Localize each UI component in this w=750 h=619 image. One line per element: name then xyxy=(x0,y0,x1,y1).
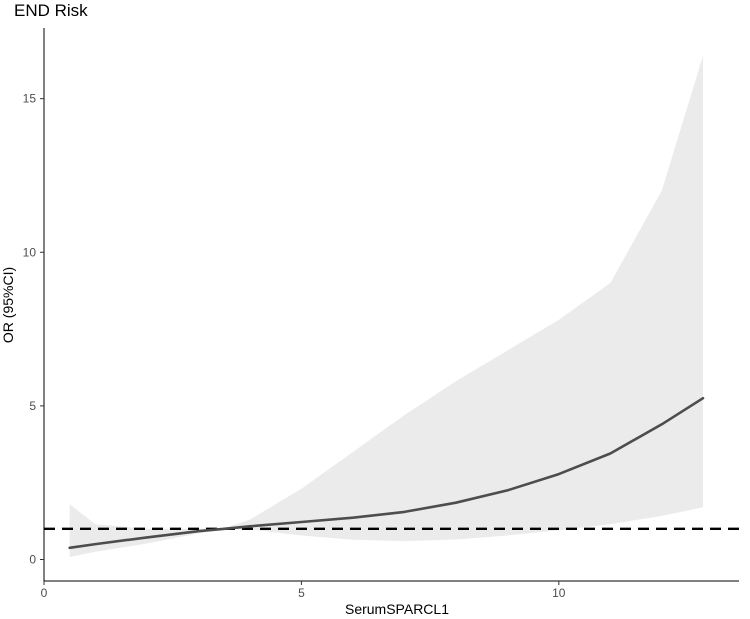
y-axis-label: OR (95%CI) xyxy=(0,267,16,343)
confidence-band xyxy=(69,55,703,557)
x-tick-label: 5 xyxy=(298,586,305,600)
x-tick-label: 0 xyxy=(41,586,48,600)
axes xyxy=(43,28,739,582)
confidence-band-layer xyxy=(69,55,703,557)
ticks: 0 5 10 0 5 10 15 xyxy=(23,92,566,600)
y-tick-label: 5 xyxy=(29,399,36,413)
series-layer xyxy=(68,396,705,550)
series-line xyxy=(68,396,705,550)
x-axis-label: SerumSPARCL1 xyxy=(345,601,449,617)
y-tick-label: 10 xyxy=(23,245,37,259)
y-tick-label: 0 xyxy=(29,552,36,566)
x-tick-label: 10 xyxy=(552,586,566,600)
chart-title: END Risk xyxy=(14,1,88,20)
y-tick-label: 15 xyxy=(23,92,37,106)
